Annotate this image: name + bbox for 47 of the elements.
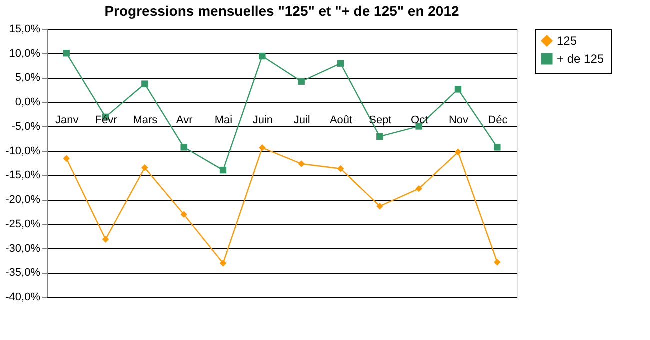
point <box>494 259 501 266</box>
y-tick-label: -40,0% <box>6 292 41 304</box>
point <box>63 155 70 162</box>
point <box>298 160 305 168</box>
y-tick-label: -35,0% <box>6 267 41 280</box>
x-tick-label: Avr <box>176 114 194 127</box>
point <box>376 203 384 210</box>
point <box>180 211 188 218</box>
x-tick-label: Mars <box>133 114 158 127</box>
y-tick-label: 10,0% <box>9 48 41 60</box>
x-tick-label: Mai <box>214 114 233 127</box>
point <box>142 80 148 88</box>
y-tick-label: -20,0% <box>6 194 41 206</box>
y-tick-label: -5,0% <box>12 120 41 133</box>
point <box>376 133 384 140</box>
x-tick-label: Déc <box>488 114 508 127</box>
x-tick-label: Janv <box>55 114 80 127</box>
legend-label: + de 125 <box>557 52 604 66</box>
x-tick-label: Août <box>330 114 353 127</box>
y-tick-label: 5,0% <box>15 72 41 84</box>
point <box>259 52 266 60</box>
chart-title: Progressions mensuelles "125" et "+ de 125" en 2012 <box>104 3 460 19</box>
point <box>494 144 501 151</box>
point <box>63 50 70 57</box>
point <box>337 60 344 67</box>
x-tick-label: Févr <box>95 114 118 127</box>
y-tick-label: 0,0% <box>15 96 41 109</box>
point <box>180 144 188 151</box>
x-tick-label: Juil <box>294 114 310 127</box>
point <box>416 185 422 192</box>
y-tick-label: -25,0% <box>6 218 41 230</box>
point <box>454 148 462 156</box>
point <box>220 260 227 267</box>
y-tick-label: 15,0% <box>9 24 41 36</box>
point <box>102 236 110 243</box>
point <box>142 164 148 172</box>
x-tick-label: Nov <box>448 114 470 127</box>
point <box>298 78 305 85</box>
point <box>454 86 462 93</box>
y-tick-label: -15,0% <box>6 170 41 182</box>
y-tick-label: -10,0% <box>6 145 41 158</box>
point <box>259 144 266 152</box>
y-tick-label: -30,0% <box>6 242 41 255</box>
point <box>220 166 227 174</box>
point <box>337 165 344 172</box>
legend-label: 125 <box>557 34 578 48</box>
x-tick-label: Juin <box>252 114 274 127</box>
